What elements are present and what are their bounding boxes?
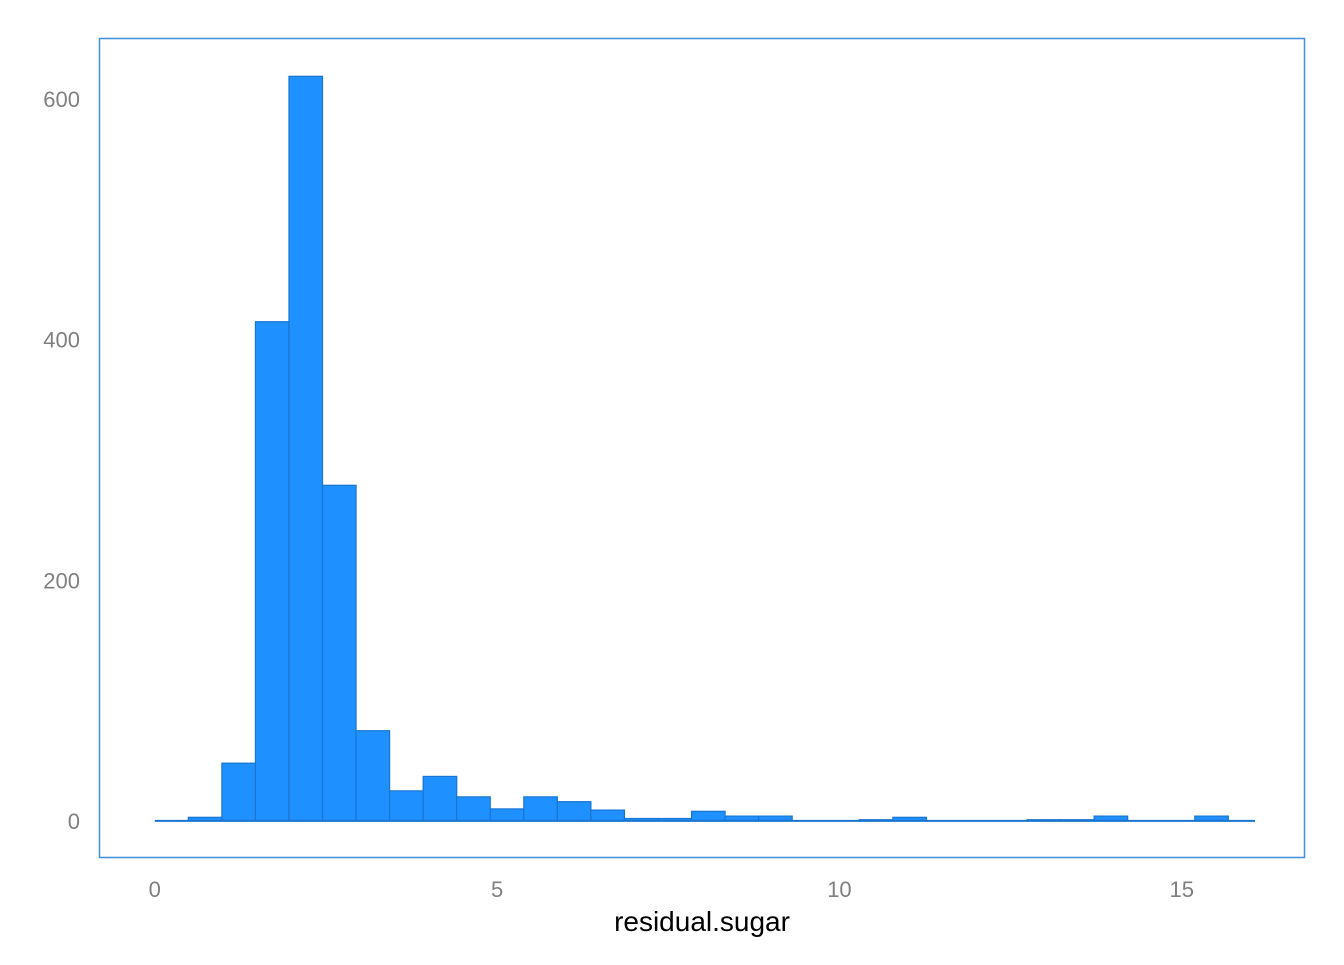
x-tick-label: 10 — [827, 877, 851, 902]
y-tick-label: 200 — [43, 568, 80, 593]
x-axis-title: residual.sugar — [614, 906, 790, 937]
histogram-bar — [690, 810, 726, 822]
histogram-bar — [456, 796, 491, 822]
histogram-bar — [288, 75, 324, 822]
histogram-bar — [221, 762, 257, 822]
x-axis-ticks: 0 5 10 15 — [149, 877, 1194, 902]
histogram-bar — [389, 790, 424, 822]
histogram-bar — [321, 484, 357, 822]
histogram-bar — [422, 775, 458, 822]
histogram-bar — [590, 809, 626, 822]
histogram-bar — [489, 808, 525, 822]
histogram-bar — [254, 321, 290, 822]
x-tick-label: 15 — [1170, 877, 1194, 902]
bars-layer — [187, 75, 1229, 822]
plot-frame — [98, 37, 1306, 859]
y-tick-label: 600 — [43, 87, 80, 112]
y-axis-ticks: 0 200 400 600 — [43, 87, 80, 834]
histogram-bar — [556, 801, 592, 822]
histogram-bar — [355, 730, 391, 822]
y-tick-label: 0 — [68, 809, 80, 834]
x-tick-label: 0 — [149, 877, 161, 902]
histogram-bar — [523, 796, 558, 822]
y-tick-label: 400 — [43, 328, 80, 353]
x-tick-label: 5 — [491, 877, 503, 902]
